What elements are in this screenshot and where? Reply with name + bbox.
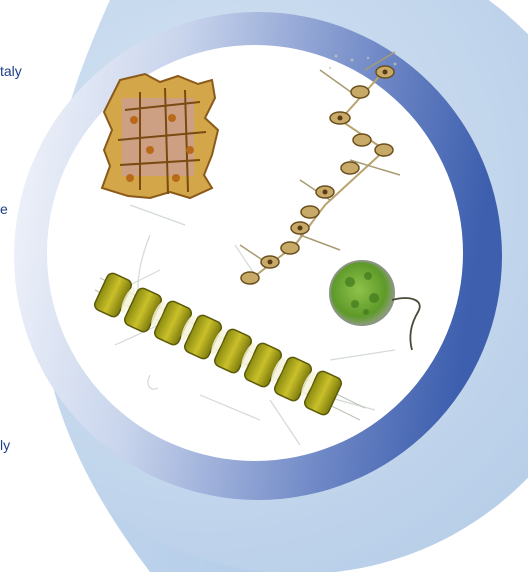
cropped-text-line-3: ly [0, 437, 11, 453]
cropped-text-line-1: taly [0, 63, 22, 79]
cropped-text-line-2: e [0, 201, 8, 217]
dinoflagellate-cell [100, 72, 220, 200]
green-spherical-cell [329, 260, 421, 351]
background-sketch-lines [99, 204, 396, 446]
colonial-diatom-chain [93, 272, 366, 421]
sketch-speckles [328, 54, 397, 70]
chain-diatom [239, 51, 401, 285]
